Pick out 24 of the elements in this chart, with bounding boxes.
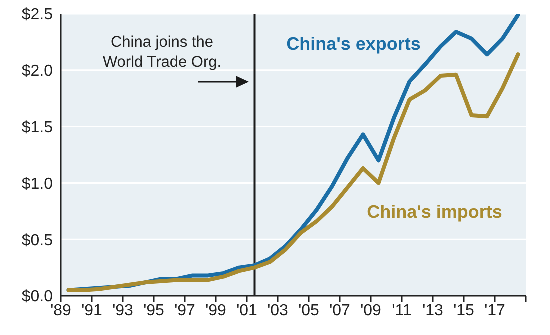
y-tick-label: $0.0 [22,288,54,306]
x-tick-label: '07 [330,302,351,320]
y-tick-label: $1.5 [22,119,54,136]
x-tick-label: '03 [268,302,289,320]
y-tick-label: $0.5 [22,232,54,250]
x-tick-label: '11 [392,302,412,320]
series-label: China's imports [366,200,504,223]
y-tick-label: $2.5 [22,6,54,24]
x-tick-label: '05 [298,302,320,320]
x-tick-label: '97 [174,302,196,320]
x-tick-label: '93 [112,302,134,320]
y-tick-label: $1.0 [22,176,54,193]
x-tick-label: '89 [50,302,72,320]
x-tick-label: '91 [82,302,103,320]
ref-line-label: China joins the World Trade Org. [102,33,223,73]
x-tick-label: '09 [360,302,382,320]
y-tick-label: $2.0 [22,63,54,80]
series-label: China's exports [286,32,422,55]
x-tick-label: '99 [206,302,227,320]
x-tick-label: '01 [236,302,258,320]
x-tick-label: '95 [144,302,165,320]
x-tick-label: '17 [484,302,506,320]
x-tick-label: '15 [454,302,475,320]
x-tick-label: '13 [422,302,444,320]
